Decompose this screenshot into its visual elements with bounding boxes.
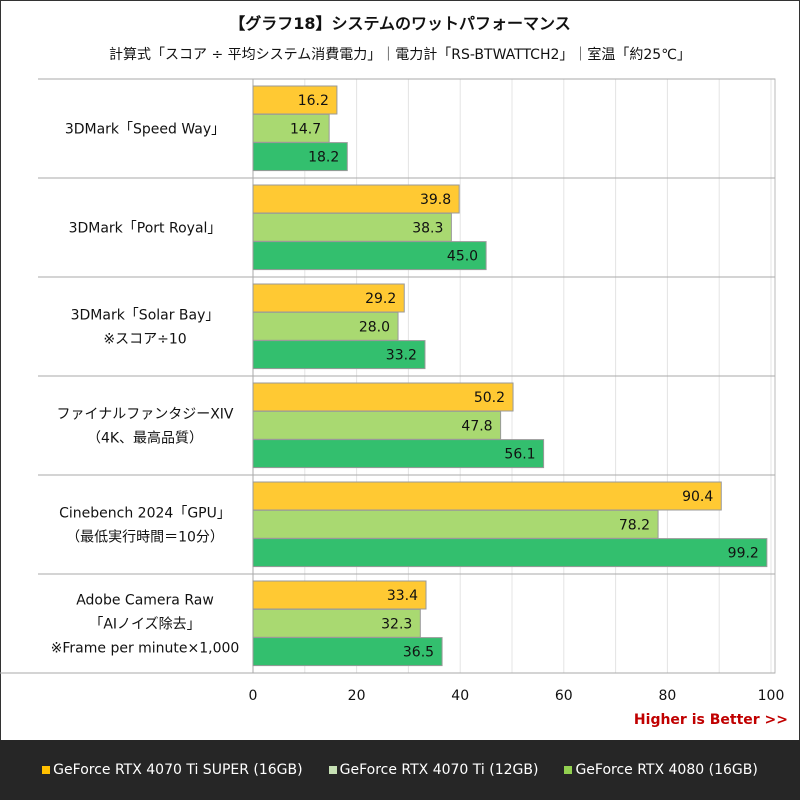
category-label: 3DMark「Solar Bay」 [71,308,220,324]
bar [252,311,399,341]
legend-item: GeForce RTX 4070 Ti SUPER (16GB) [42,762,303,778]
legend-label: GeForce RTX 4070 Ti SUPER (16GB) [53,762,303,778]
higher-is-better-note: Higher is Better >> [633,712,788,728]
bar-value-label: 50.2 [474,390,505,406]
bar-value-label: 38.3 [412,220,443,236]
bar [252,637,443,667]
legend-label: GeForce RTX 4080 (16GB) [575,762,758,778]
bar [252,212,452,242]
bar [252,85,338,115]
category-label: ※スコア÷10 [103,332,186,348]
category-label: （最低実行時間＝10分） [66,530,224,546]
bar-value-label: 33.2 [386,348,417,364]
legend-label: GeForce RTX 4070 Ti (12GB) [339,762,539,778]
bar [252,481,722,511]
bar-value-label: 28.0 [359,319,390,335]
category-label: Cinebench 2024「GPU」 [59,506,231,522]
category-label: ファイナルファンタジーXIV [56,407,233,423]
chart-title: 【グラフ18】システムのワットパフォーマンス [229,14,571,33]
legend-item: GeForce RTX 4080 (16GB) [564,762,758,778]
bar-chart: 0 20 40 60 80 100 3DMark「Speed Way」 3DMark「Port… [0,78,785,704]
legend-swatch [42,766,51,774]
legend-swatch [328,766,337,774]
bar [252,538,768,568]
x-tick-label: 60 [555,688,573,704]
bar [252,608,421,638]
bar [252,184,460,214]
category-label: 3DMark「Speed Way」 [65,122,225,138]
category-label: ※Frame per minute×1,000 [51,641,240,657]
bar-value-label: 56.1 [504,447,535,463]
bar-value-label: 32.3 [381,616,412,632]
legend: GeForce RTX 4070 Ti SUPER (16GB) GeForce … [0,740,800,800]
bar-value-label: 18.2 [308,150,339,166]
bar-value-label: 39.8 [420,192,451,208]
bar [252,509,659,539]
category-label: 3DMark「Port Royal」 [69,221,222,237]
x-tick-label: 80 [658,688,676,704]
bar-value-label: 99.2 [728,546,759,562]
bar [252,410,502,440]
category-label: 「AIノイズ除去」 [89,617,200,633]
bar-value-label: 36.5 [403,645,434,661]
bar-value-label: 47.8 [461,418,492,434]
bar [252,113,330,143]
bar-value-label: 90.4 [682,489,713,505]
x-tick-label: 40 [451,688,469,704]
x-tick-label: 20 [348,688,366,704]
x-tick-label: 0 [249,688,258,704]
chart-subtitle: 計算式「スコア ÷ 平均システム消費電力」｜電力計「RS-BTWATTCH2」｜… [109,47,691,63]
bar-value-label: 16.2 [298,93,329,109]
bar [252,439,545,469]
x-tick-label: 100 [758,688,785,704]
bar [252,340,426,370]
bar [252,241,487,271]
bar-value-label: 45.0 [447,249,478,265]
bar-value-label: 29.2 [365,291,396,307]
legend-item: GeForce RTX 4070 Ti (12GB) [328,762,539,778]
bar-value-label: 78.2 [619,517,650,533]
category-label: Adobe Camera Raw [76,593,214,609]
category-label: （4K、最高品質） [87,430,203,447]
legend-swatch [564,766,573,774]
bar [252,142,348,172]
bar-value-label: 33.4 [387,588,418,604]
bar-value-label: 14.7 [290,121,321,137]
